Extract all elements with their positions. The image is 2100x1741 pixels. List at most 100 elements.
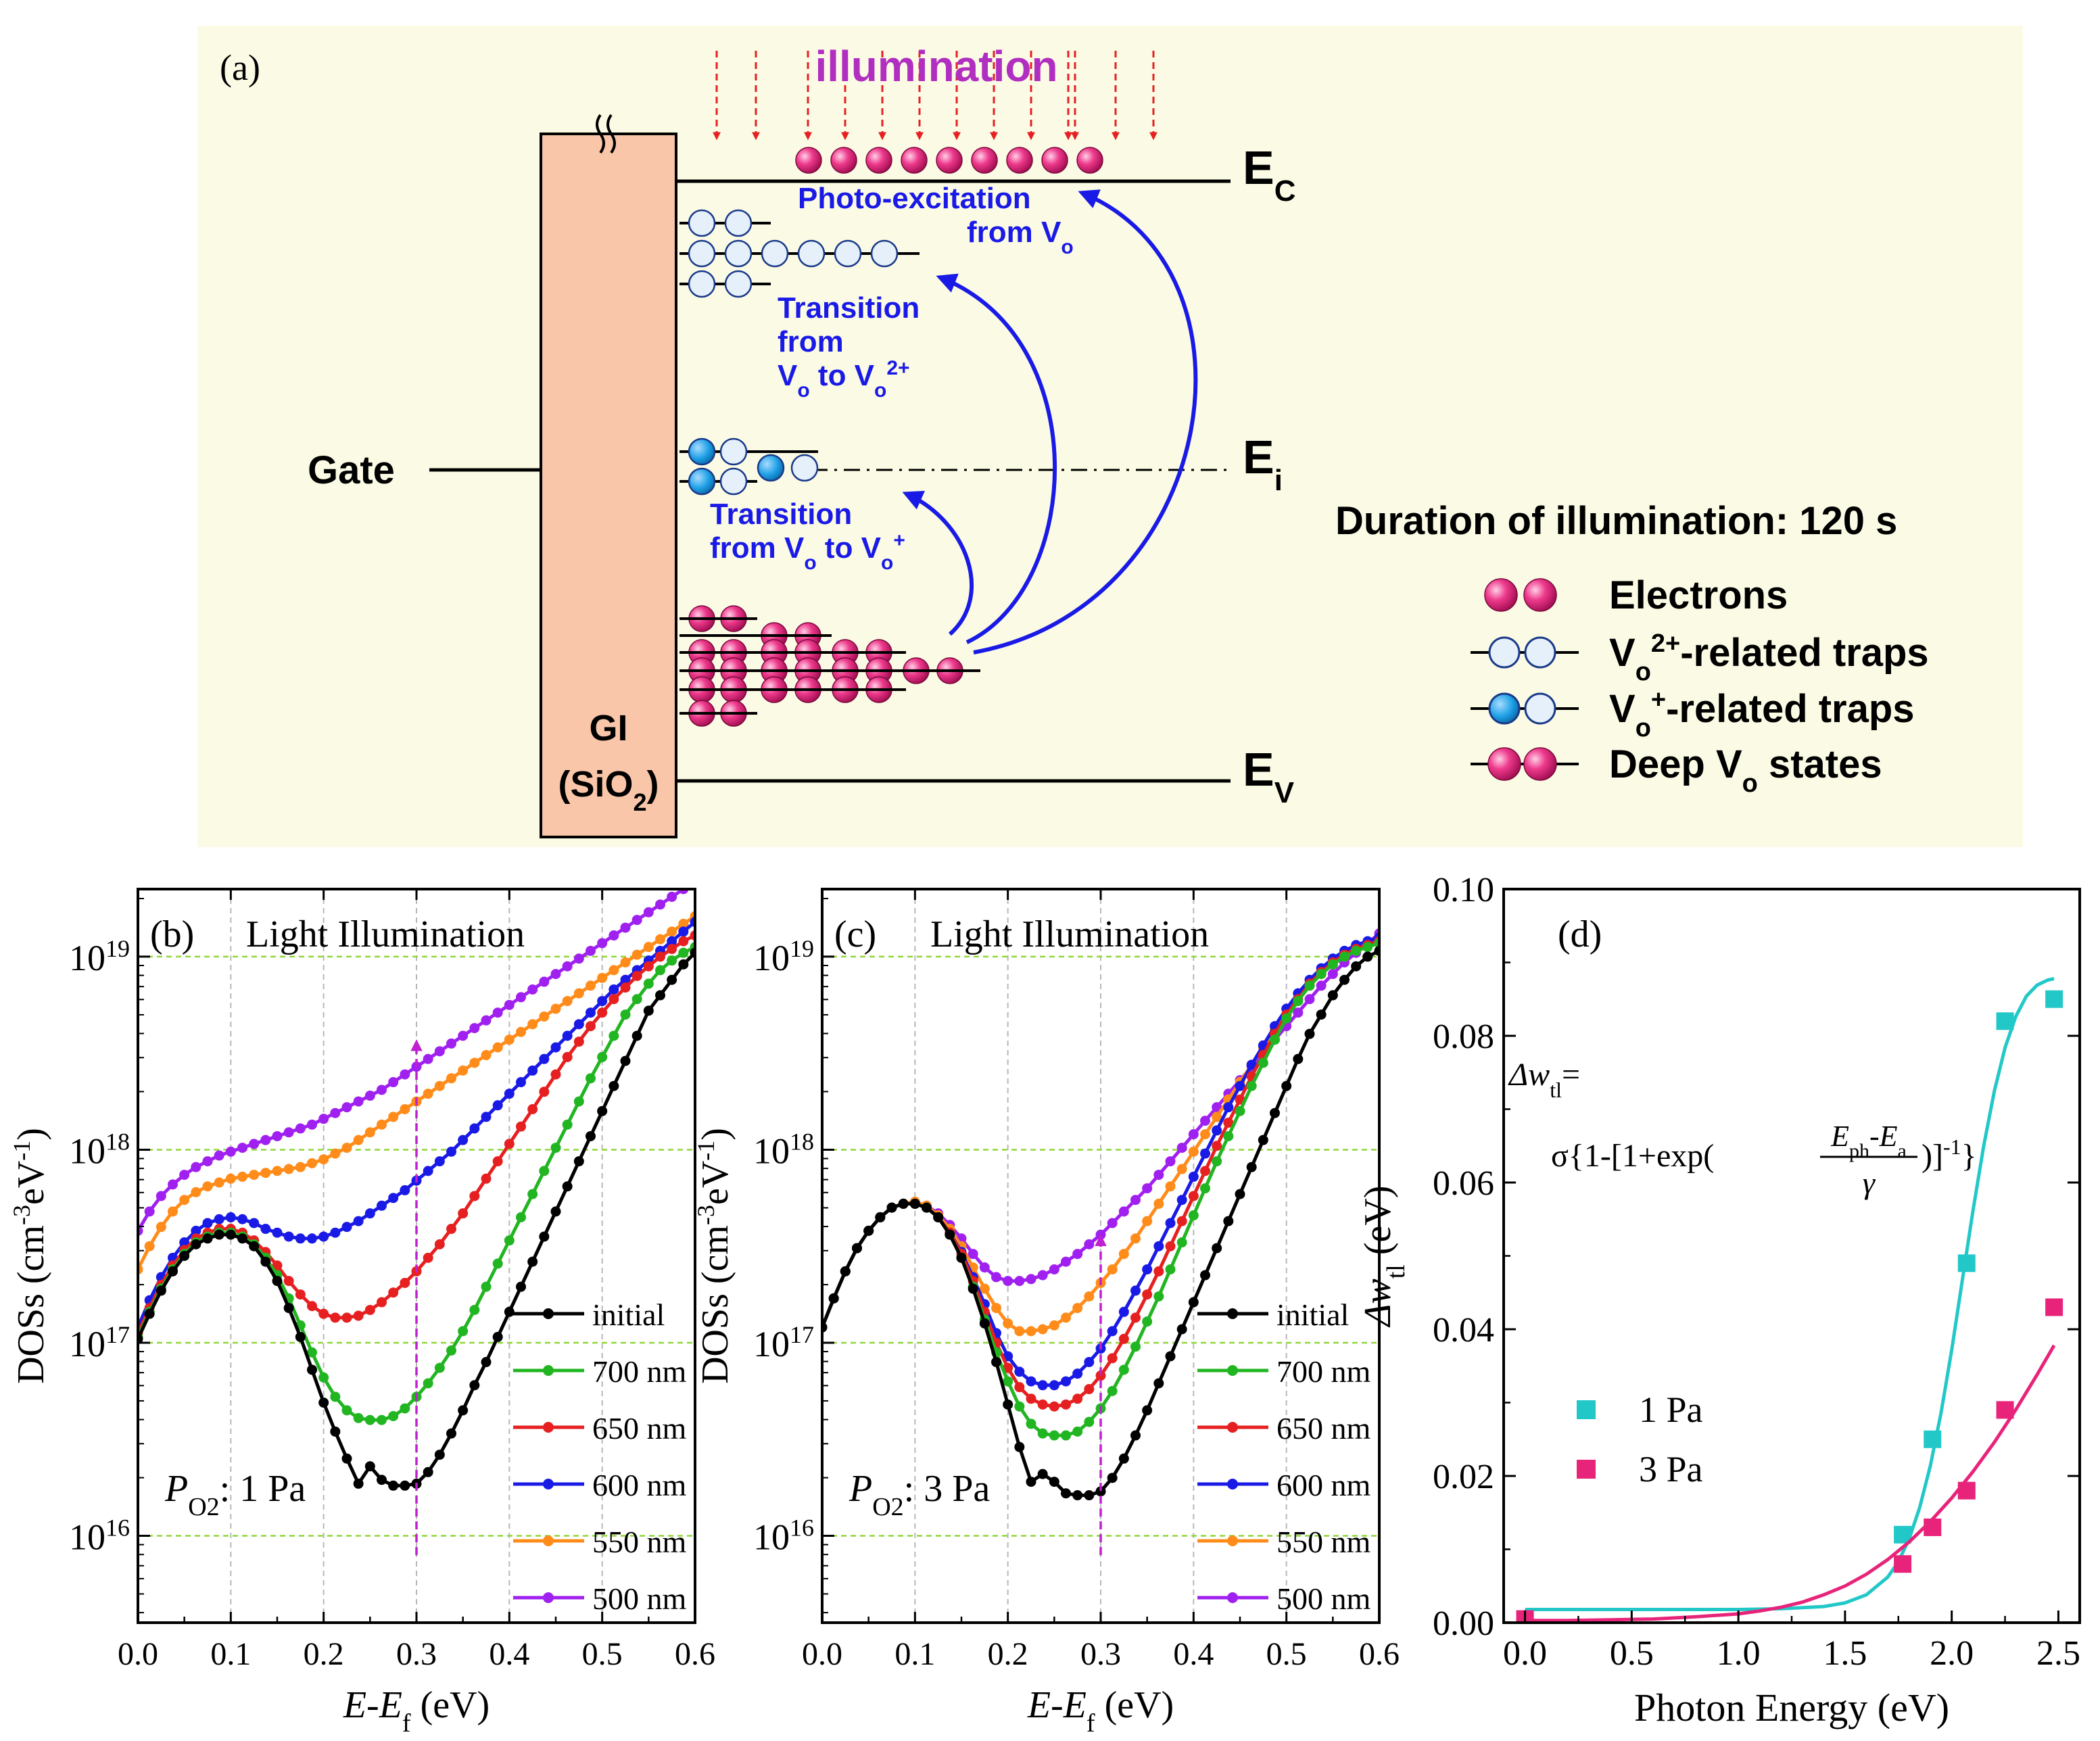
legend-trap-icon	[1488, 692, 1521, 725]
data-point-700-nm	[1026, 1418, 1036, 1429]
data-point-500-nm	[504, 999, 515, 1010]
data-point-600-nm	[341, 1222, 352, 1233]
data-point-initial	[1304, 1028, 1315, 1039]
data-point-700-nm	[1107, 1385, 1118, 1396]
data-point-500-nm	[1316, 980, 1327, 991]
data-point-550-nm	[400, 1104, 410, 1114]
arrow-photo-excitation	[973, 189, 1198, 654]
transition-plus-text-2: from Vo to Vo+	[710, 529, 905, 574]
text-part: -3	[692, 1205, 719, 1225]
data-point-500-nm	[1327, 969, 1338, 980]
data-point-650-nm	[586, 1021, 596, 1032]
vo-plus-trap-empty	[719, 437, 748, 466]
data-point-550-nm	[272, 1166, 283, 1176]
data-point-650-nm	[1223, 1117, 1234, 1128]
data-point-550-nm	[620, 957, 631, 968]
equation-prefix: σ{1-[1+exp(	[1551, 1138, 1714, 1174]
data-point-650-nm	[318, 1308, 329, 1319]
x-tick-label: 0.0	[802, 1636, 842, 1672]
text-part: 10	[753, 938, 790, 978]
data-point-500-nm	[492, 1007, 503, 1018]
data-point-550-nm	[1107, 1264, 1118, 1274]
data-point-600-nm	[318, 1231, 329, 1242]
text-part: 10	[69, 938, 105, 978]
text-part: (eV)	[1095, 1684, 1174, 1726]
data-point-500-nm	[1130, 1195, 1141, 1206]
vo2plus-trap	[870, 239, 899, 268]
data-point-initial	[562, 1181, 573, 1192]
data-point-650-nm	[364, 1304, 375, 1315]
data-point-600-nm	[423, 1166, 433, 1176]
data-point-550-nm	[1212, 1112, 1222, 1122]
x-tick-label: 0.2	[988, 1636, 1028, 1672]
y-tick-label: 1018	[69, 1128, 130, 1171]
data-point-3-Pa	[2045, 1298, 2063, 1316]
data-point-initial	[283, 1303, 294, 1314]
vo2plus-trap	[724, 209, 753, 237]
data-point-650-nm	[573, 1036, 584, 1047]
y-tick-label: 1018	[753, 1128, 814, 1171]
data-point-650-nm	[272, 1260, 283, 1271]
text-part: E	[1830, 1120, 1849, 1153]
data-point-500-nm	[1304, 994, 1315, 1005]
data-point-650-nm	[1049, 1401, 1059, 1412]
data-point-650-nm	[1061, 1399, 1071, 1410]
data-point-600-nm	[1153, 1241, 1164, 1251]
y-tick-label: 0.00	[1433, 1604, 1494, 1643]
equation-lhs: Δwtl=	[1508, 1057, 1580, 1102]
data-point-initial	[909, 1198, 920, 1209]
panel-a-band-diagram: (a) illumination Gate GI (SiO2) EC Ei EV…	[197, 26, 2023, 847]
data-point-550-nm	[562, 996, 573, 1007]
conduction-electron	[1041, 147, 1068, 174]
text-part: DOSs (cm	[694, 1225, 736, 1384]
data-point-500-nm	[1107, 1218, 1118, 1229]
data-point-550-nm	[446, 1073, 456, 1084]
text-part: -1	[8, 1141, 35, 1161]
data-point-700-nm	[1304, 980, 1315, 991]
data-point-550-nm	[1049, 1320, 1059, 1331]
data-point-700-nm	[631, 994, 642, 1005]
data-point-700-nm	[643, 978, 654, 989]
data-point-initial	[144, 1308, 155, 1319]
data-point-650-nm	[655, 951, 665, 962]
data-point-500-nm	[225, 1146, 236, 1157]
data-point-600-nm	[307, 1233, 317, 1244]
data-point-700-nm	[446, 1345, 456, 1356]
legend-vo2plus: Vo2+-related traps	[1609, 629, 1929, 686]
data-point-500-nm	[597, 938, 608, 949]
data-point-550-nm	[237, 1171, 247, 1182]
data-point-500-nm	[586, 945, 596, 956]
legend-label: 650 nm	[1276, 1411, 1371, 1446]
equation-denominator: γ	[1863, 1166, 1876, 1200]
data-point-550-nm	[979, 1283, 990, 1294]
data-point-initial	[191, 1239, 201, 1249]
data-point-initial	[1281, 1080, 1292, 1091]
data-point-500-nm	[260, 1135, 271, 1145]
data-point-700-nm	[1223, 1130, 1234, 1141]
vo-plus-trap-filled	[688, 467, 716, 496]
y-tick-label: 1019	[753, 935, 814, 978]
data-point-initial	[1026, 1477, 1036, 1487]
data-point-650-nm	[631, 970, 642, 981]
data-point-550-nm	[1200, 1129, 1210, 1140]
data-point-500-nm	[1176, 1143, 1187, 1153]
data-point-700-nm	[377, 1414, 387, 1425]
data-point-500-nm	[295, 1123, 306, 1134]
data-point-700-nm	[608, 1030, 619, 1041]
data-point-650-nm	[1176, 1216, 1187, 1226]
data-point-initial	[1107, 1473, 1118, 1483]
data-point-600-nm	[400, 1185, 410, 1195]
text-part: 19	[105, 935, 130, 962]
data-point-600-nm	[377, 1200, 387, 1211]
x-tick-label: 0.0	[1503, 1634, 1547, 1673]
legend-label: 600 nm	[1276, 1468, 1371, 1502]
text-part: a	[1898, 1140, 1907, 1162]
text-part: DOSs (cm	[10, 1225, 52, 1384]
data-point-initial	[423, 1466, 433, 1477]
data-point-600-nm	[388, 1193, 399, 1203]
y-tick-label: 0.08	[1433, 1018, 1494, 1056]
vo-plus-trap-empty	[719, 467, 748, 496]
y-axis-label: DOSs (cm-3eV-1)	[692, 1128, 736, 1384]
data-point-650-nm	[1200, 1166, 1210, 1176]
data-point-700-nm	[1130, 1341, 1141, 1352]
